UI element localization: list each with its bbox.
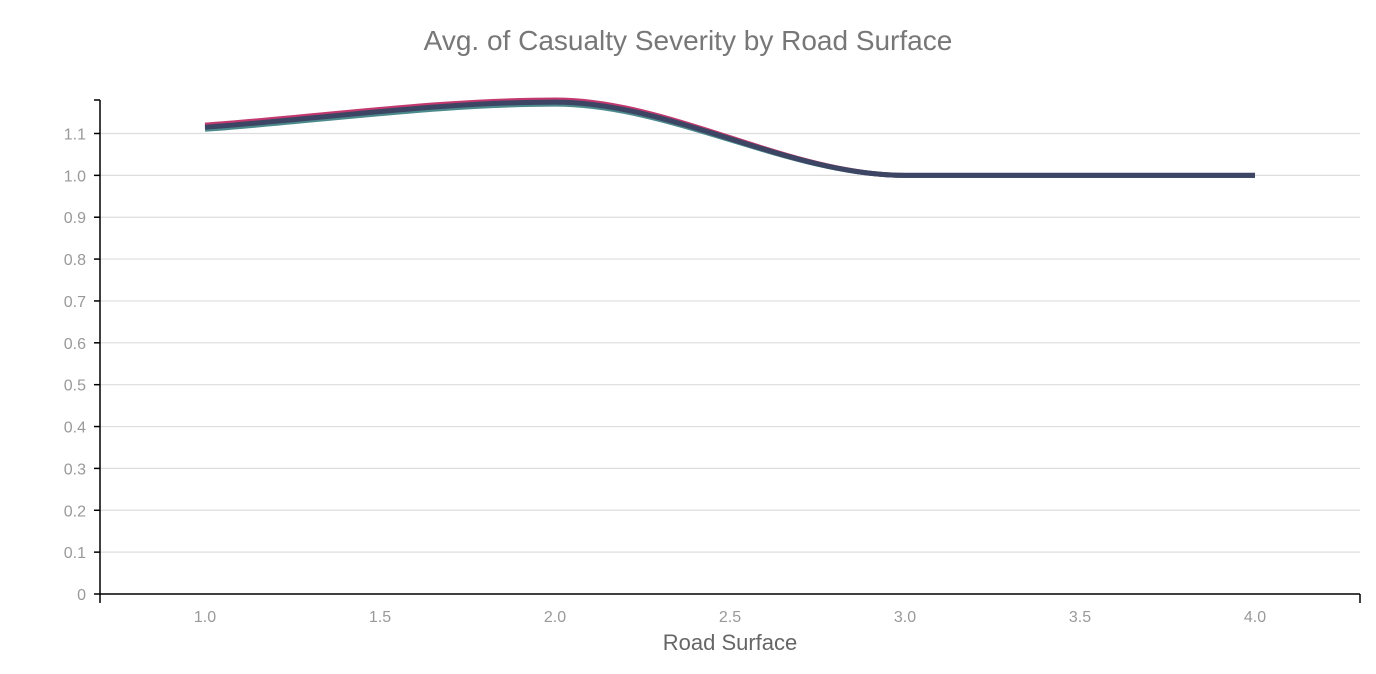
x-tick-label: 4.0 (1244, 609, 1266, 626)
x-axis-tick-labels: 1.0 1.5 2.0 2.5 3.0 3.5 4.0 (194, 609, 1266, 626)
y-tick-label: 0.5 (64, 378, 86, 395)
series-lines (204, 97, 1255, 178)
axes (94, 99, 1361, 603)
x-axis-label: Road Surface (663, 630, 798, 655)
y-tick-label: 0.3 (64, 461, 86, 478)
y-tick-label: 0 (77, 587, 86, 604)
grid-lines (100, 132, 1360, 553)
y-tick-label: 0.8 (64, 252, 86, 269)
x-tick-label: 3.5 (1069, 609, 1091, 626)
x-tick-label: 1.0 (194, 609, 216, 626)
y-tick-label: 0.7 (64, 294, 86, 311)
y-tick-label: 0.6 (64, 336, 86, 353)
y-tick-label: 1.0 (64, 168, 86, 185)
x-tick-label: 1.5 (369, 609, 391, 626)
x-tick-label: 2.5 (719, 609, 741, 626)
y-tick-label: 0.2 (64, 503, 86, 520)
x-tick-label: 3.0 (894, 609, 916, 626)
y-axis-tick-labels: 0 0.1 0.2 0.3 0.4 0.5 0.6 0.7 0.8 0.9 1.0 1.1 (64, 126, 86, 604)
y-tick-label: 1.1 (64, 126, 86, 143)
y-tick-label: 0.1 (64, 545, 86, 562)
y-tick-label: 0.4 (64, 420, 86, 437)
chart-title: Avg. of Casualty Severity by Road Surfac… (424, 25, 953, 56)
y-tick-label: 0.9 (64, 210, 86, 227)
x-tick-label: 2.0 (544, 609, 566, 626)
series-line-3 (204, 99, 1255, 178)
